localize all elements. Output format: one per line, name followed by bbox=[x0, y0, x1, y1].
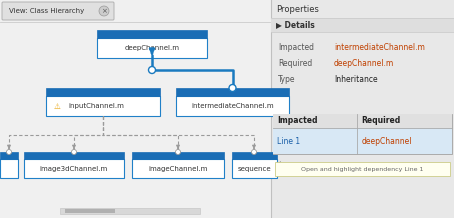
Text: Impacted: Impacted bbox=[278, 44, 314, 53]
Bar bbox=[0, 0, 271, 218]
Text: inputChannel.m: inputChannel.m bbox=[68, 103, 124, 109]
Text: sequence: sequence bbox=[238, 165, 271, 172]
Bar bbox=[273, 114, 452, 128]
Circle shape bbox=[176, 150, 181, 155]
Circle shape bbox=[71, 150, 77, 155]
Text: Properties: Properties bbox=[276, 5, 319, 15]
Bar bbox=[275, 162, 450, 176]
Bar bbox=[271, 18, 454, 32]
FancyBboxPatch shape bbox=[2, 2, 114, 20]
Bar bbox=[132, 152, 224, 159]
Bar bbox=[97, 38, 207, 58]
Circle shape bbox=[99, 6, 109, 16]
Text: image3dChannel.m: image3dChannel.m bbox=[40, 165, 108, 172]
Text: Required: Required bbox=[361, 116, 400, 126]
Bar bbox=[273, 114, 452, 154]
Text: Impacted: Impacted bbox=[277, 116, 317, 126]
Circle shape bbox=[229, 85, 236, 92]
Text: ⚠: ⚠ bbox=[54, 102, 61, 111]
Text: ↙: ↙ bbox=[275, 160, 282, 169]
Bar bbox=[132, 159, 224, 178]
Text: Type: Type bbox=[278, 75, 296, 85]
Text: intermediateChannel.m: intermediateChannel.m bbox=[191, 103, 274, 109]
Text: deepChannel.m: deepChannel.m bbox=[124, 45, 179, 51]
Bar bbox=[232, 159, 277, 178]
Text: View: Class Hierarchy: View: Class Hierarchy bbox=[9, 8, 84, 14]
Bar bbox=[24, 159, 124, 178]
Bar bbox=[176, 88, 289, 96]
Bar bbox=[176, 96, 289, 116]
Text: Inheritance: Inheritance bbox=[334, 75, 378, 85]
Text: deepChannel.m: deepChannel.m bbox=[334, 60, 394, 68]
Circle shape bbox=[148, 66, 156, 73]
Bar bbox=[273, 128, 452, 154]
Bar bbox=[60, 208, 200, 214]
Bar bbox=[0, 152, 18, 159]
Bar bbox=[97, 30, 207, 38]
Text: Line 1: Line 1 bbox=[277, 136, 300, 145]
Bar bbox=[232, 152, 277, 159]
Text: ×: × bbox=[101, 8, 107, 14]
Text: imageChannel.m: imageChannel.m bbox=[148, 165, 207, 172]
Bar bbox=[271, 0, 454, 218]
Text: intermediateChannel.m: intermediateChannel.m bbox=[334, 44, 425, 53]
Bar bbox=[24, 152, 124, 159]
Bar bbox=[0, 159, 18, 178]
Text: Open and highlight dependency Line 1: Open and highlight dependency Line 1 bbox=[301, 167, 424, 172]
Text: ▶ Details: ▶ Details bbox=[276, 20, 315, 29]
Bar bbox=[46, 96, 160, 116]
Text: Required: Required bbox=[278, 60, 312, 68]
Bar bbox=[46, 88, 160, 96]
Text: deepChannel: deepChannel bbox=[361, 136, 412, 145]
Circle shape bbox=[252, 150, 257, 155]
Circle shape bbox=[6, 150, 11, 155]
Bar bbox=[65, 209, 115, 213]
